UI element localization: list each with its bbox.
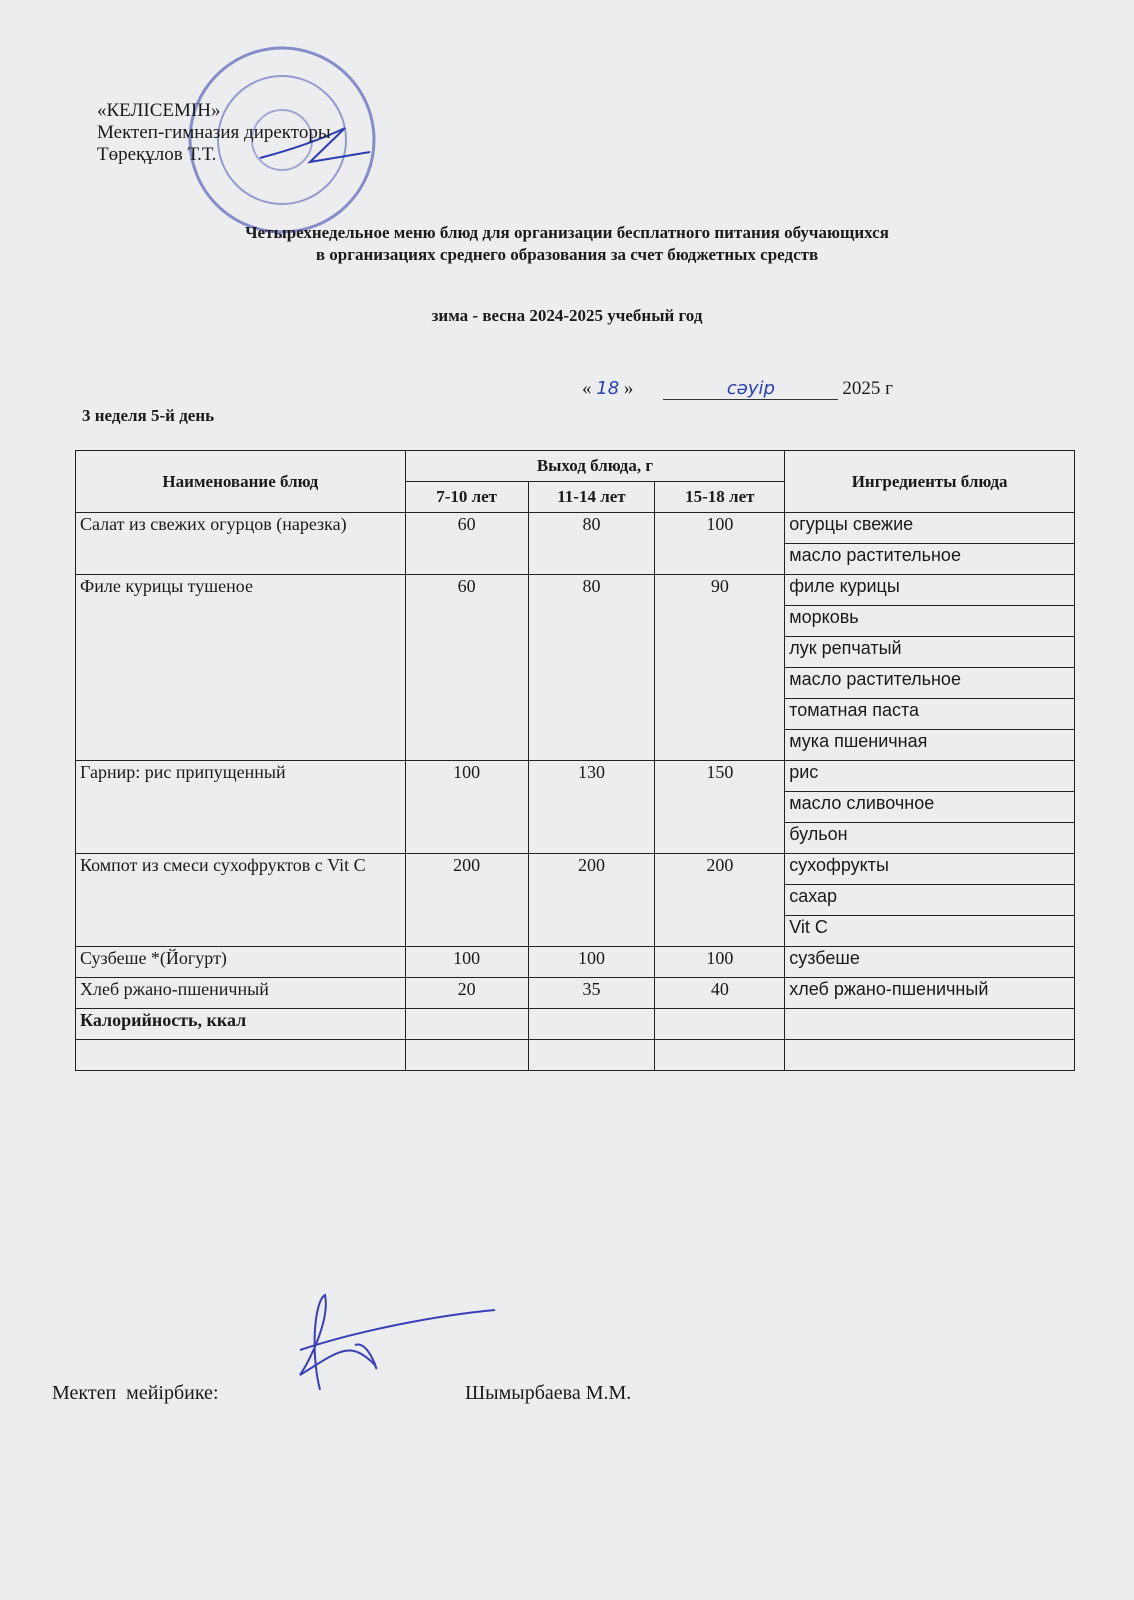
quote: « [582,378,592,399]
empty-cell [654,1008,786,1040]
table-row: лук репчатый [76,636,1075,668]
dish-yield: 150 [654,760,786,854]
ingredient: филе курицы [784,574,1075,606]
ingredient: рис [784,760,1075,792]
table-row: мука пшеничная [76,729,1075,761]
table-row: Салат из свежих огурцов (нарезка) 60 80 100… [75,512,1075,575]
dish-yield: 80 [527,512,656,575]
dish-yield: 100 [654,512,786,575]
table-row: морковь [76,605,1075,637]
dish-yield: 100 [404,946,529,978]
age-header: 7-10 лет [404,481,529,513]
empty-cell [784,1008,1075,1040]
dish-name: Хлеб ржано-пшеничный [75,977,406,1009]
dish-name: Сузбеше *(Йогурт) [75,946,406,978]
approval-line: Төреқұлов Т.Т. [97,144,217,165]
dish-yield: 200 [654,853,786,947]
empty-cell [527,1008,656,1040]
approval-line: «КЕЛІСЕМІН» [97,100,221,121]
dish-yield: 35 [527,977,656,1009]
header-cell: Наименование блюд [75,450,406,513]
dish-name: Филе курицы тушеное [75,574,406,761]
dish-yield: 200 [527,853,656,947]
day: 18 [596,378,620,399]
signature [299,1293,496,1391]
ingredient: сахар [784,884,1075,916]
week-day: 3 неделя 5-й день [82,406,215,425]
header-cell: Ингредиенты блюда [784,450,1075,513]
empty-cell [784,1039,1075,1071]
table-row: масло растительное [76,667,1075,699]
table-row: Хлеб ржано-пшеничный 20 35 40 хлеб ржано-пше… [75,977,1075,1009]
dish-name: Салат из свежих огурцов (нарезка) [75,512,406,575]
calorie-label: Калорийность, ккал [75,1008,406,1040]
header-row: 7-10 лет 11-14 лет 15-18 лет [76,481,1075,513]
ingredient: масло сливочное [784,791,1075,823]
dish-yield: 40 [654,977,786,1009]
subtitle: зима - весна 2024-2025 учебный год [431,306,703,325]
dish-name: Гарнир: рис припущенный [75,760,406,854]
ingredient: сухофрукты [784,853,1075,885]
menu-table: Наименование блюд Выход блюда, г Ингреди… [75,450,1075,1071]
title: Четырехнедельное меню блюд для организац… [0,222,1134,266]
empty-cell [404,1039,529,1071]
stamp [188,46,376,234]
dish-yield: 130 [527,760,656,854]
table-row: масло растительное [76,543,1075,575]
header-row: Наименование блюд Выход блюда, г Ингреди… [75,450,1075,513]
dish-yield: 100 [654,946,786,978]
calorie-row: Калорийность, ккал [75,1008,1075,1040]
ingredient: мука пшеничная [784,729,1075,761]
dish-yield: 200 [404,853,529,947]
footer-name: Шымырбаева М.М. [465,1382,632,1404]
title-line: Четырехнедельное меню блюд для организац… [245,223,889,242]
table-row: Гарнир: рис припущенный 100 130 150 рис [75,760,1075,854]
ingredient: лук репчатый [784,636,1075,668]
ingredient: огурцы свежие [784,512,1075,544]
approval-line: Мектеп-гимназия директоры [97,122,331,143]
ingredient: томатная паста [784,698,1075,730]
dish-name: Компот из смеси сухофруктов с Vit C [75,853,406,947]
empty-cell [527,1039,656,1071]
footer-role: Мектеп мейірбике: [52,1382,219,1404]
ingredient: сузбеше [784,946,1075,978]
ingredient: морковь [784,605,1075,637]
quote: » [623,378,634,399]
table-row: Сузбеше *(Йогурт) 100 100 100 сузбеше [75,946,1075,978]
empty-row [75,1039,1075,1071]
dish-yield: 100 [404,760,529,854]
header-cell: Выход блюда, г [404,450,786,482]
year: 2025 г [842,378,893,399]
table-body: Салат из свежих огурцов (нарезка) 60 80 100… [75,512,1075,1071]
empty-cell [654,1039,786,1071]
ingredient: масло растительное [784,667,1075,699]
table-row: Компот из смеси сухофруктов с Vit C 200 20… [75,853,1075,947]
age-header: 15-18 лет [654,481,786,513]
age-header: 11-14 лет [527,481,656,513]
month: сәуір [663,378,839,400]
ingredient: Vit C [784,915,1075,947]
ingredient: хлеб ржано-пшеничный [784,977,1075,1009]
dish-yield: 100 [527,946,656,978]
ingredient: бульон [784,822,1075,854]
approval: «КЕЛІСЕМІН» Мектеп-гимназия директоры Тө… [97,100,331,166]
dish-yield: 90 [654,574,786,761]
table-row: сахар [76,884,1075,916]
dish-yield: 80 [527,574,656,761]
date: « 18 » сәуір 2025 г [582,378,893,400]
title-line: в организациях среднего образования за с… [315,245,819,264]
table-row: Филе курицы тушеное 60 80 90 филе курицы [75,574,1075,761]
dish-yield: 60 [404,574,529,761]
dish-yield: 60 [404,512,529,575]
empty-cell [75,1039,406,1071]
ingredient: масло растительное [784,543,1075,575]
empty-cell [404,1008,529,1040]
dish-yield: 20 [404,977,529,1009]
table-row: бульон [76,822,1075,854]
